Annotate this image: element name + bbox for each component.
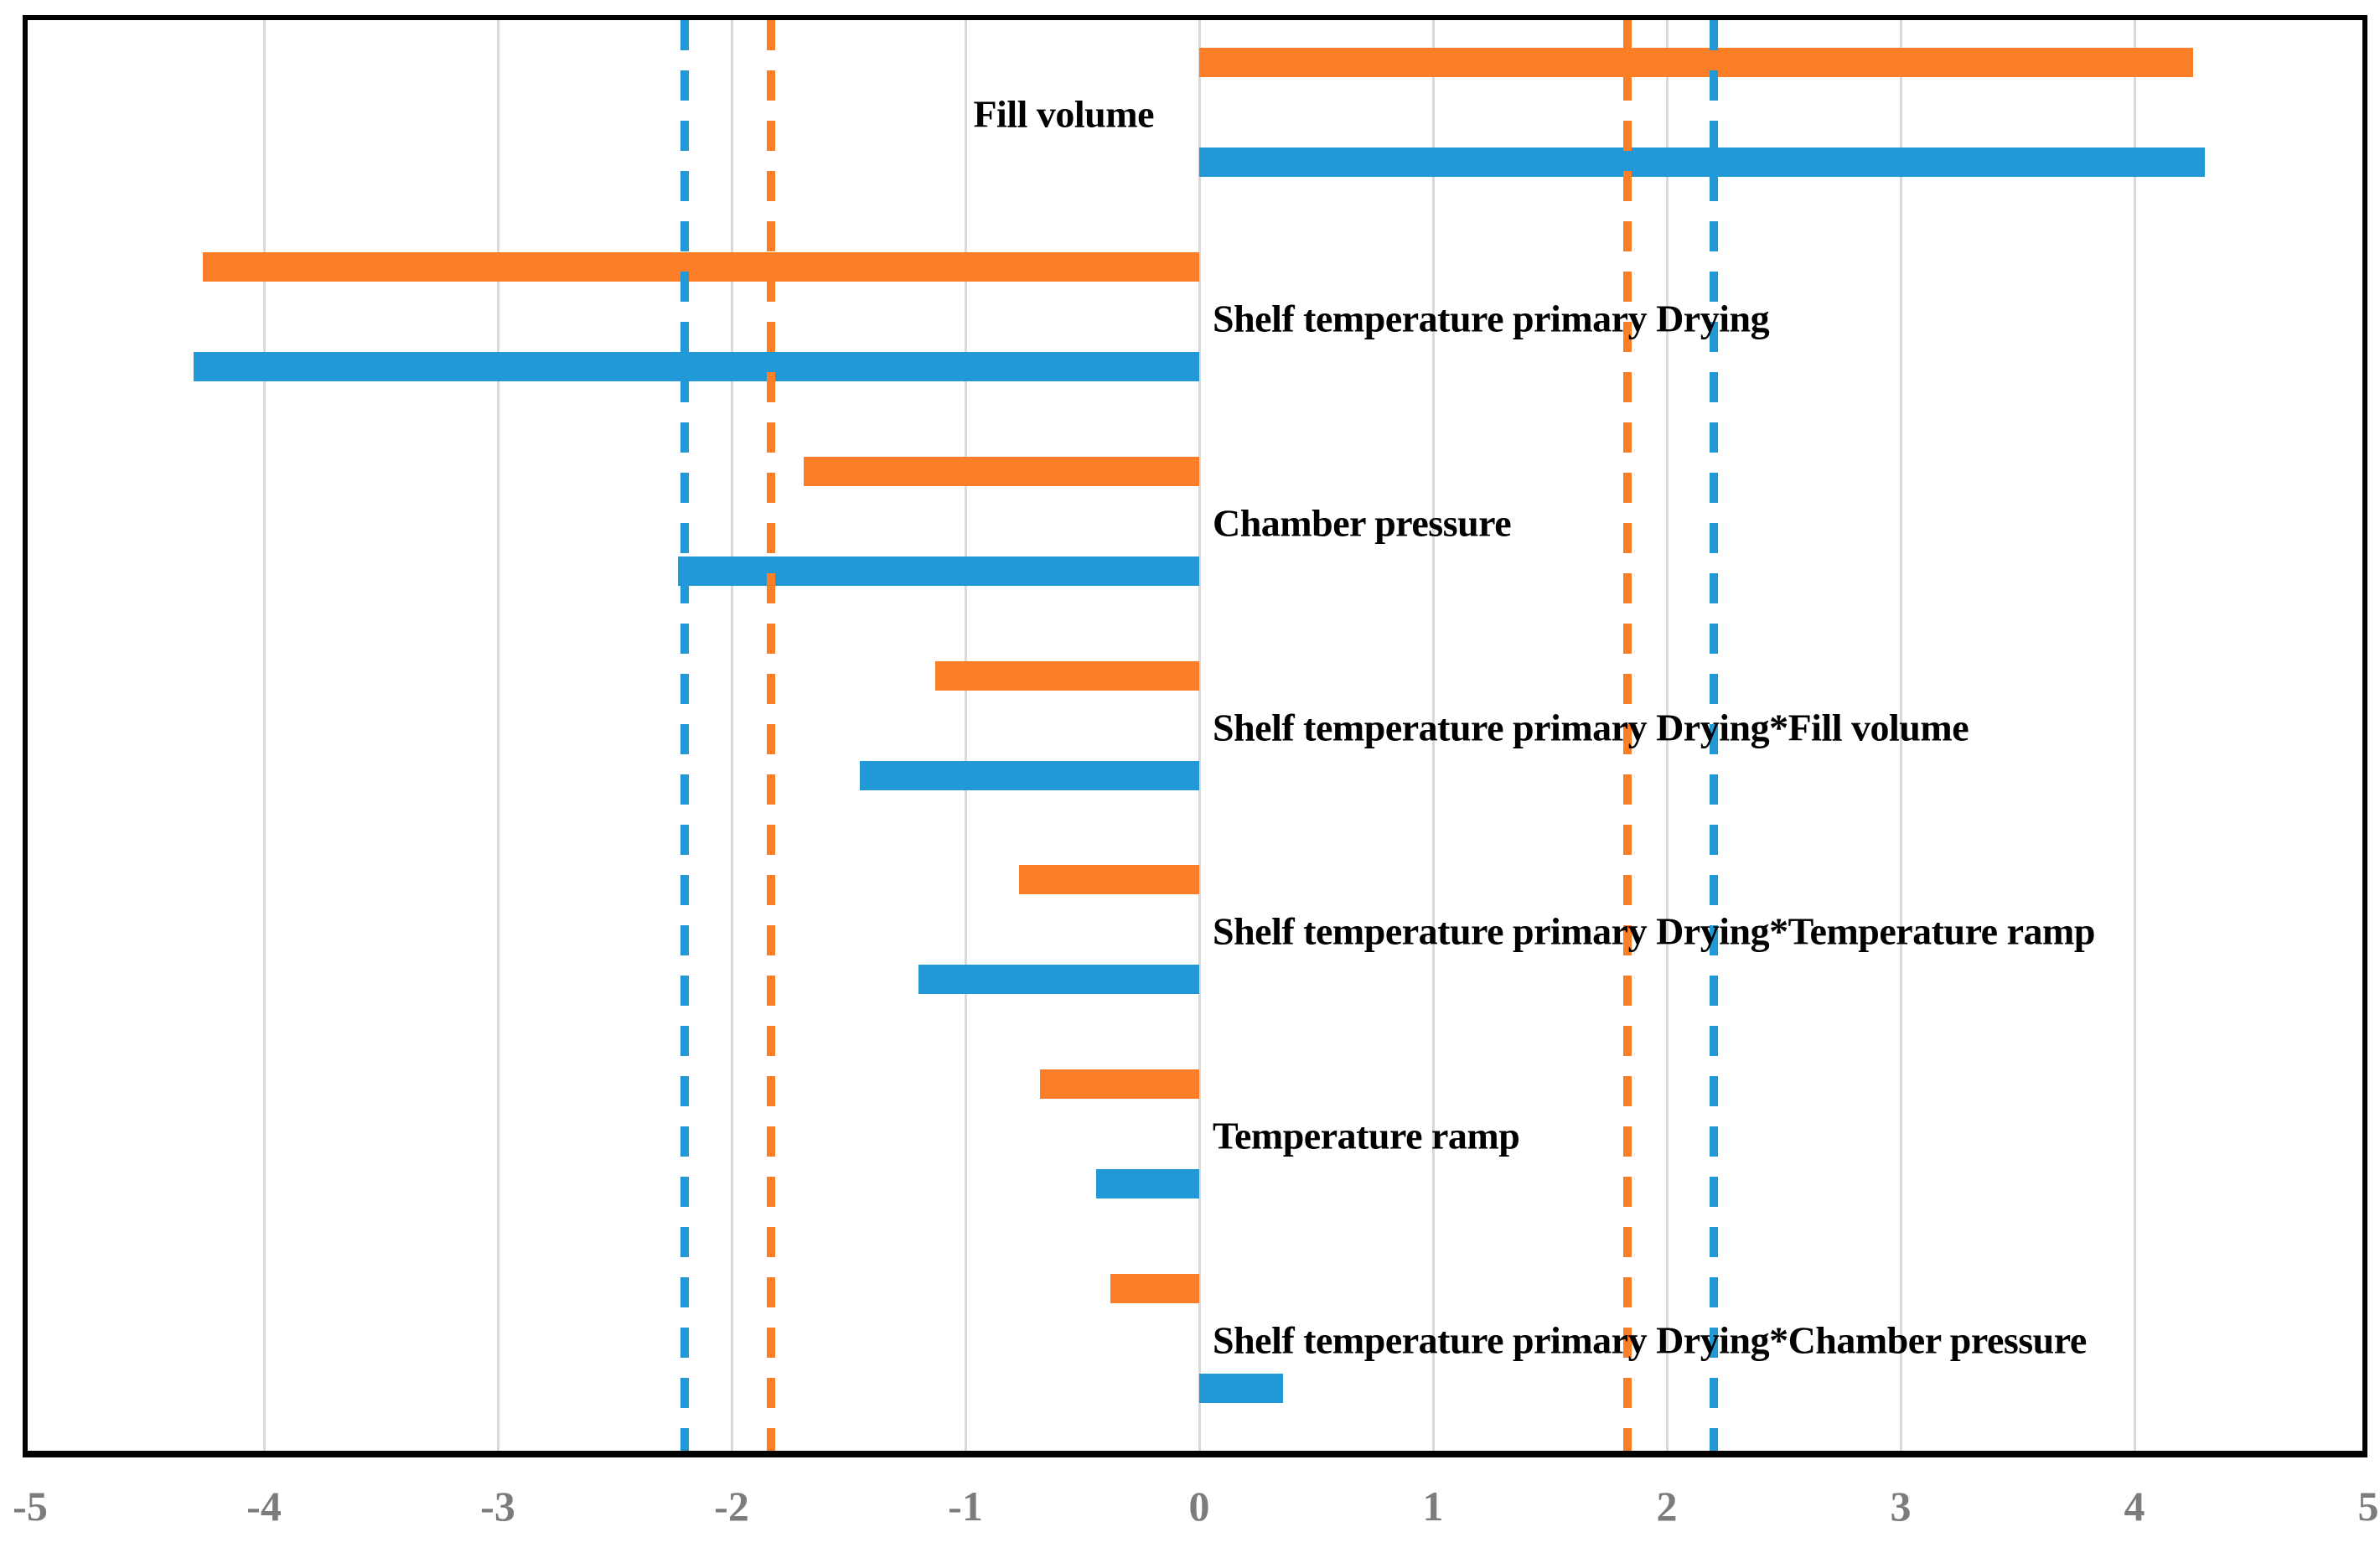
gridline bbox=[1198, 20, 1201, 1451]
gridline bbox=[1899, 20, 1902, 1451]
orange-bar bbox=[1019, 865, 1199, 895]
orange-bar bbox=[1110, 1274, 1199, 1304]
orange-bar bbox=[1040, 1069, 1199, 1100]
gridline bbox=[730, 20, 733, 1451]
gridline bbox=[262, 20, 266, 1451]
x-axis-tick-label: -1 bbox=[948, 1483, 983, 1530]
orange-bar bbox=[804, 456, 1199, 486]
plot-area-border bbox=[23, 15, 2367, 1457]
blue-threshold-reference-line bbox=[680, 20, 690, 1451]
blue-bar bbox=[1199, 1374, 1284, 1404]
gridline bbox=[1431, 20, 1435, 1451]
category-label: Chamber pressure bbox=[1213, 501, 1512, 545]
category-label: Shelf temperature primary Drying*Chamber… bbox=[1213, 1318, 2087, 1362]
category-label: Shelf temperature primary Drying*Fill vo… bbox=[1213, 706, 1969, 749]
orange-bar bbox=[1199, 48, 2193, 77]
category-label: Temperature ramp bbox=[1213, 1114, 1520, 1157]
x-axis-tick-label: 3 bbox=[1890, 1483, 1912, 1530]
category-label: Fill volume bbox=[973, 92, 1154, 136]
blue-bar bbox=[918, 965, 1199, 995]
orange-bar bbox=[934, 660, 1199, 691]
x-axis-tick-label: 4 bbox=[2124, 1483, 2145, 1530]
blue-bar bbox=[1199, 148, 2205, 177]
category-label: Shelf temperature primary Drying*Tempera… bbox=[1213, 909, 2095, 953]
orange-threshold-reference-line bbox=[1622, 20, 1632, 1451]
gridline bbox=[964, 20, 967, 1451]
x-axis-tick-label: -2 bbox=[714, 1483, 749, 1530]
gridline bbox=[496, 20, 499, 1451]
blue-bar bbox=[194, 351, 1199, 381]
x-axis-tick-label: 0 bbox=[1188, 1483, 1210, 1530]
blue-threshold-reference-line bbox=[1709, 20, 1718, 1451]
x-axis-tick-label: 1 bbox=[1422, 1483, 1444, 1530]
gridline bbox=[2133, 20, 2136, 1451]
category-label: Shelf temperature primary Drying bbox=[1213, 297, 1770, 340]
blue-bar bbox=[677, 556, 1199, 586]
x-axis-tick-label: -3 bbox=[480, 1483, 515, 1530]
gridline bbox=[1665, 20, 1669, 1451]
orange-bar bbox=[203, 251, 1199, 282]
x-axis-tick-label: 2 bbox=[1656, 1483, 1678, 1530]
blue-bar bbox=[860, 760, 1199, 790]
blue-bar bbox=[1096, 1169, 1199, 1199]
x-axis-tick-label: -5 bbox=[13, 1483, 48, 1530]
x-axis-tick-label: -4 bbox=[246, 1483, 282, 1530]
x-axis-tick-label: 5 bbox=[2357, 1483, 2379, 1530]
orange-threshold-reference-line bbox=[767, 20, 776, 1451]
